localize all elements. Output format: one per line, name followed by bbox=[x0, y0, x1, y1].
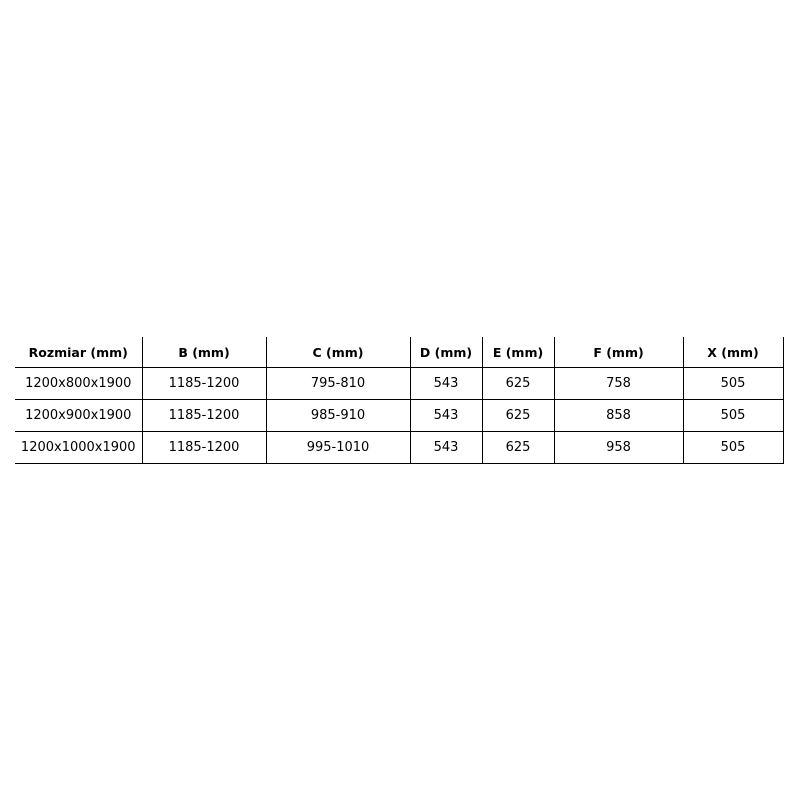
cell: 995-1010 bbox=[266, 431, 411, 464]
header-x: X (mm) bbox=[683, 337, 784, 368]
cell: 543 bbox=[410, 367, 483, 400]
cell: 543 bbox=[410, 431, 483, 464]
dimensions-table: Rozmiar (mm) B (mm) C (mm) D (mm) E (mm)… bbox=[15, 337, 784, 464]
header-d: D (mm) bbox=[410, 337, 483, 368]
header-b: B (mm) bbox=[142, 337, 267, 368]
cell: 985-910 bbox=[266, 399, 411, 432]
header-c: C (mm) bbox=[266, 337, 411, 368]
header-size: Rozmiar (mm) bbox=[15, 337, 143, 368]
cell: 625 bbox=[482, 431, 555, 464]
cell: 1185-1200 bbox=[142, 431, 267, 464]
cell: 505 bbox=[683, 399, 784, 432]
table-row: 1200x1000x1900 1185-1200 995-1010 543 62… bbox=[15, 431, 784, 464]
cell: 625 bbox=[482, 367, 555, 400]
header-e: E (mm) bbox=[482, 337, 555, 368]
cell: 858 bbox=[554, 399, 684, 432]
header-row: Rozmiar (mm) B (mm) C (mm) D (mm) E (mm)… bbox=[15, 337, 784, 368]
cell: 1185-1200 bbox=[142, 367, 267, 400]
cell: 543 bbox=[410, 399, 483, 432]
cell: 505 bbox=[683, 367, 784, 400]
cell: 505 bbox=[683, 431, 784, 464]
cell: 625 bbox=[482, 399, 555, 432]
header-f: F (mm) bbox=[554, 337, 684, 368]
cell: 1200x1000x1900 bbox=[15, 431, 143, 464]
cell: 1200x900x1900 bbox=[15, 399, 143, 432]
table-row: 1200x800x1900 1185-1200 795-810 543 625 … bbox=[15, 367, 784, 400]
cell: 758 bbox=[554, 367, 684, 400]
cell: 1185-1200 bbox=[142, 399, 267, 432]
cell: 958 bbox=[554, 431, 684, 464]
table-row: 1200x900x1900 1185-1200 985-910 543 625 … bbox=[15, 399, 784, 432]
cell: 795-810 bbox=[266, 367, 411, 400]
cell: 1200x800x1900 bbox=[15, 367, 143, 400]
